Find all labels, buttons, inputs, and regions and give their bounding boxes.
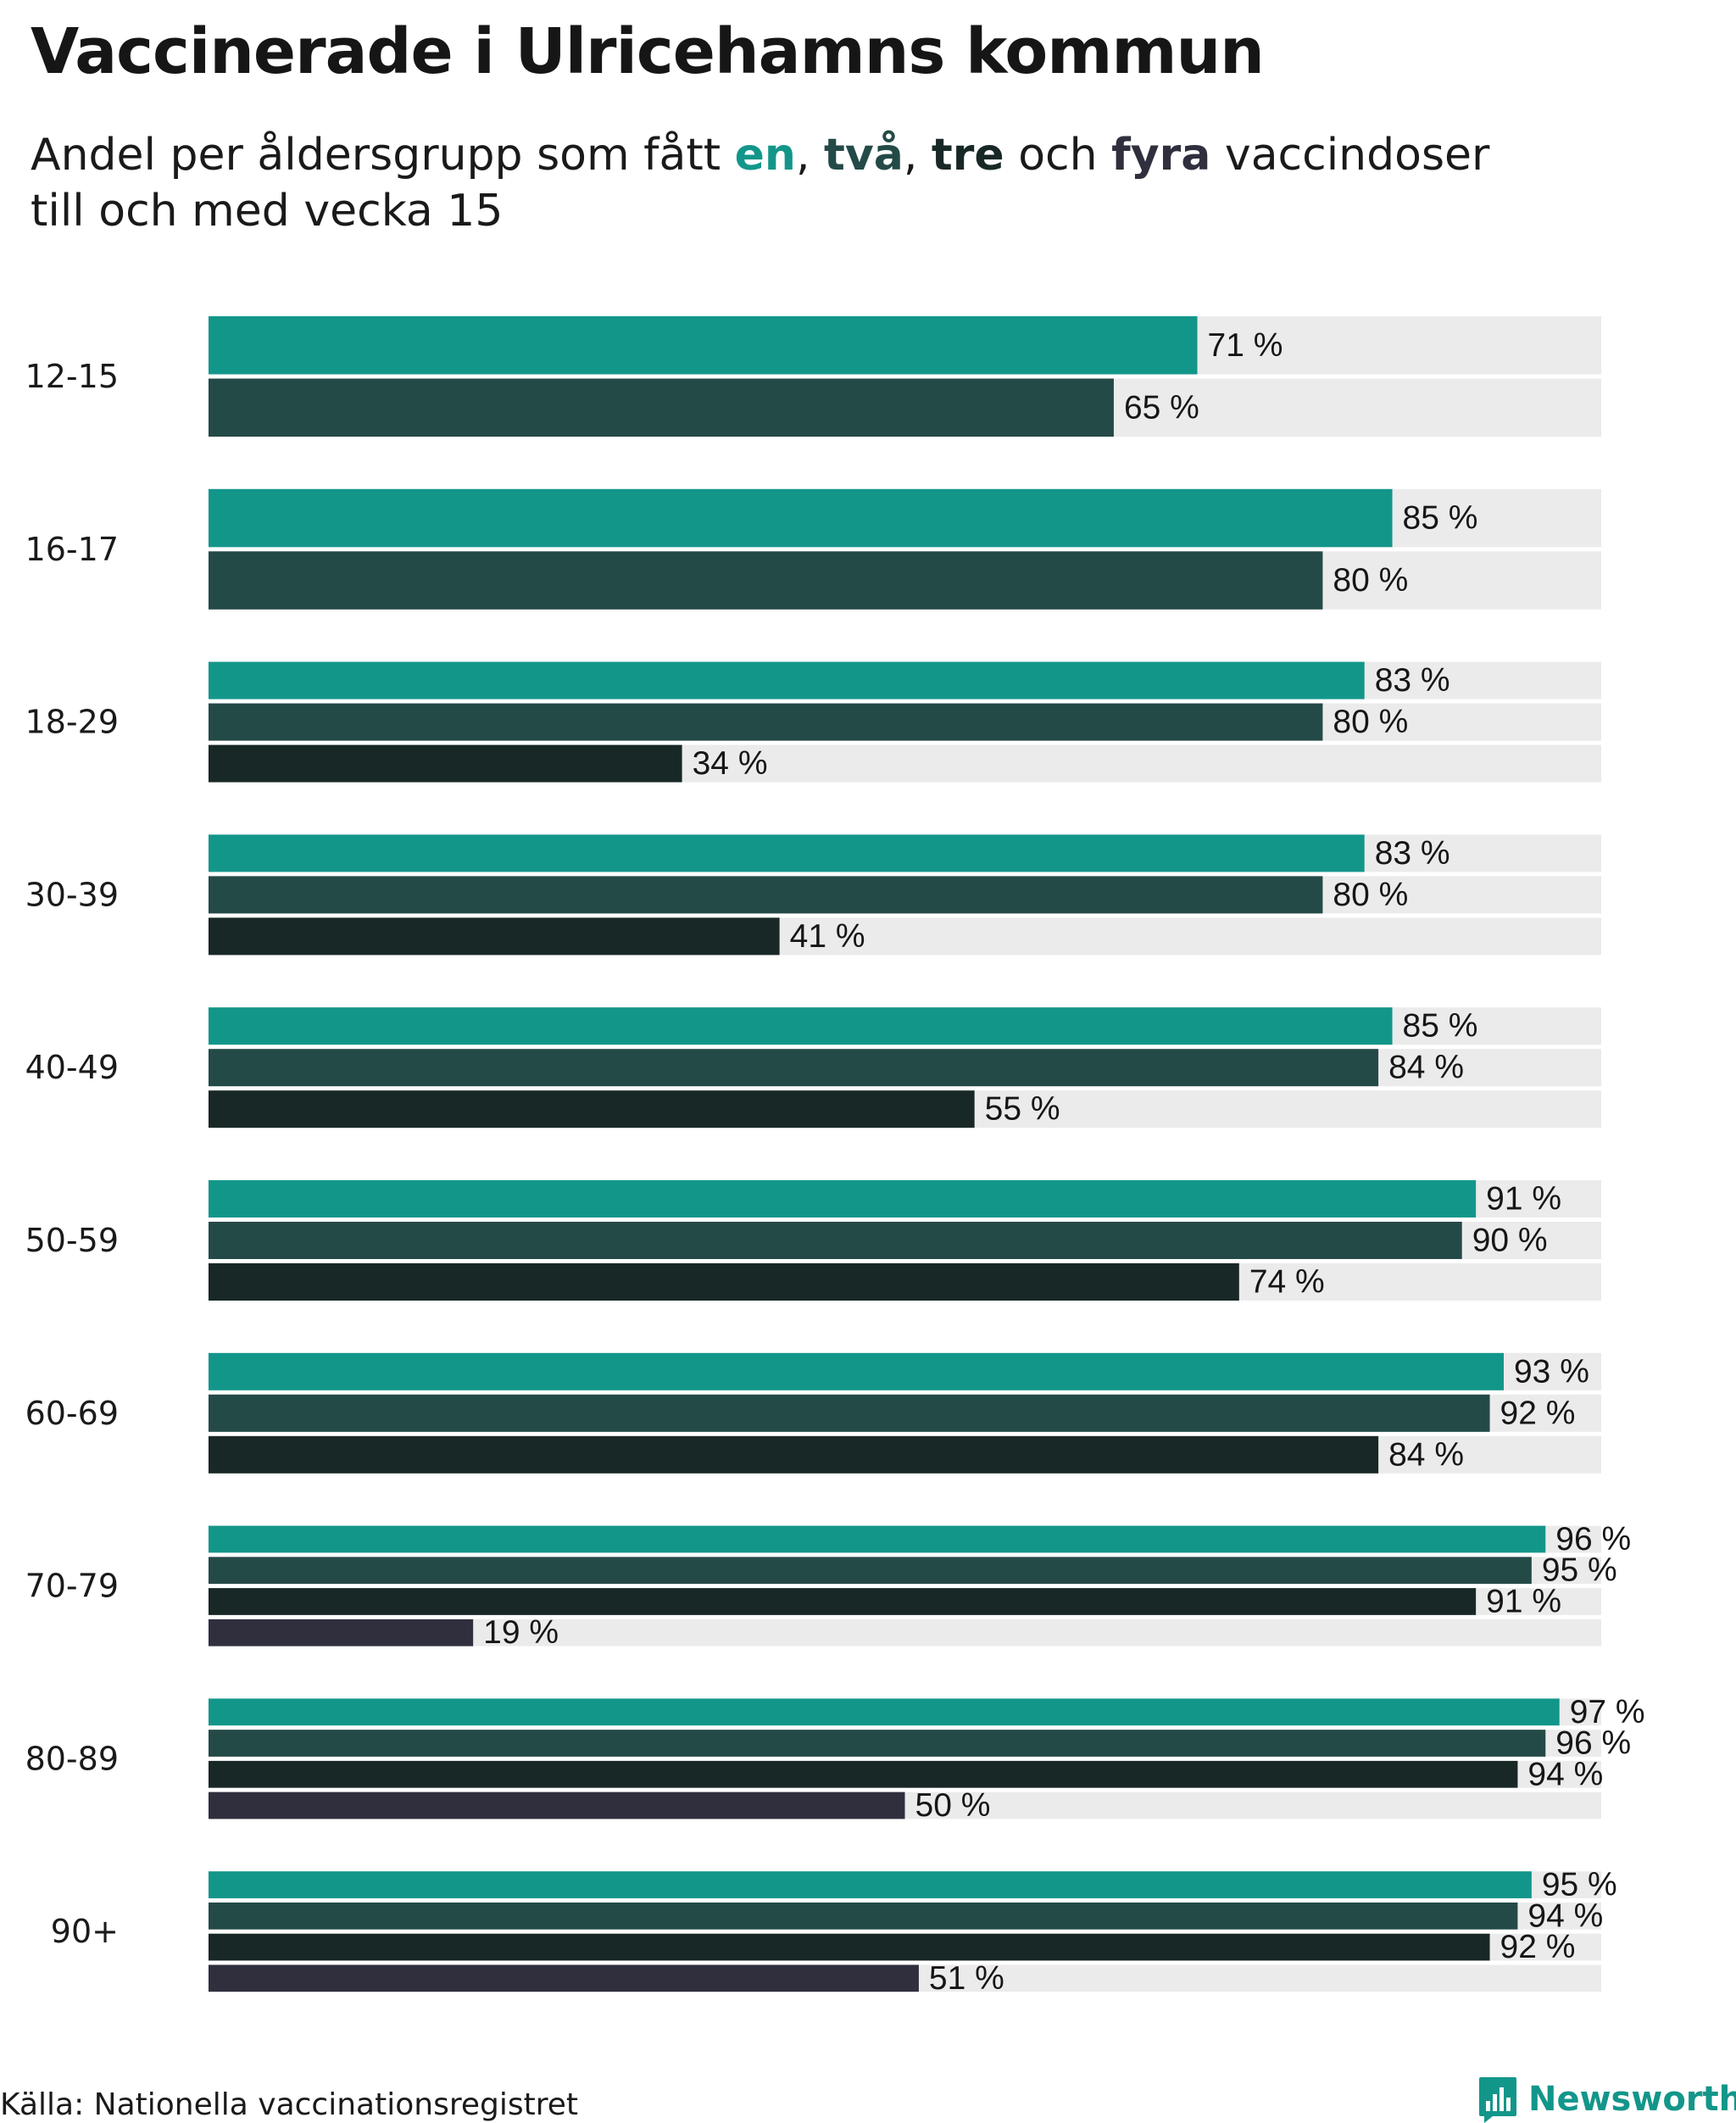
data-label: 55 % xyxy=(985,1091,1060,1128)
bar-fyra-90+ xyxy=(209,1964,919,1992)
data-label: 96 % xyxy=(1555,1521,1631,1557)
bar-två-40-49 xyxy=(209,1049,1379,1087)
data-label: 85 % xyxy=(1403,1008,1478,1045)
age-group-label: 70-79 xyxy=(25,1568,119,1605)
bar-tre-40-49 xyxy=(209,1090,975,1128)
bar-tre-90+ xyxy=(209,1933,1490,1961)
data-label: 94 % xyxy=(1527,1897,1603,1934)
bar-tre-80-89 xyxy=(209,1760,1518,1788)
bar-två-16-17 xyxy=(209,551,1323,610)
bar-två-30-39 xyxy=(209,876,1323,914)
data-label: 83 % xyxy=(1375,835,1450,872)
subtitle-prefix: Andel per åldersgrupp som fått xyxy=(31,130,735,181)
bar-två-18-29 xyxy=(209,703,1323,741)
bar-en-30-39 xyxy=(209,834,1365,872)
data-label: 85 % xyxy=(1403,500,1478,537)
data-label: 71 % xyxy=(1208,327,1283,364)
data-label: 90 % xyxy=(1472,1223,1548,1259)
legend-dose-1: en xyxy=(734,130,796,181)
bar-en-80-89 xyxy=(209,1698,1560,1726)
bar-tre-18-29 xyxy=(209,744,682,783)
data-label: 50 % xyxy=(915,1787,991,1824)
legend-dose-2: två xyxy=(824,130,904,181)
legend-dose-3: tre xyxy=(931,130,1004,181)
data-label: 84 % xyxy=(1388,1436,1464,1473)
age-group-label: 30-39 xyxy=(25,876,119,913)
data-label: 19 % xyxy=(483,1614,559,1651)
data-label: 91 % xyxy=(1486,1583,1561,1619)
data-label: 83 % xyxy=(1375,662,1450,699)
bar-tre-70-79 xyxy=(209,1588,1477,1615)
data-label: 80 % xyxy=(1333,562,1408,599)
age-group-label: 90+ xyxy=(51,1913,119,1950)
chart-subtitle: Andel per åldersgrupp som fått en, två, … xyxy=(31,127,1641,239)
bar-en-12-15 xyxy=(209,316,1198,375)
bar-två-90+ xyxy=(209,1902,1518,1930)
data-label: 95 % xyxy=(1542,1867,1617,1903)
bar-två-12-15 xyxy=(209,378,1114,437)
bar-tre-50-59 xyxy=(209,1263,1239,1301)
age-group-label: 16-17 xyxy=(25,531,119,568)
source-note: Källa: Nationella vaccinationsregistret xyxy=(0,2087,578,2122)
bar-två-60-69 xyxy=(209,1394,1490,1432)
data-label: 34 % xyxy=(693,745,768,782)
bar-fyra-80-89 xyxy=(209,1791,905,1819)
data-label: 91 % xyxy=(1486,1181,1561,1218)
age-group-label: 50-59 xyxy=(25,1222,119,1259)
data-label: 97 % xyxy=(1570,1694,1645,1730)
data-label: 84 % xyxy=(1388,1050,1464,1086)
bar-en-40-49 xyxy=(209,1007,1393,1045)
age-group-label: 60-69 xyxy=(25,1395,119,1432)
bar-en-70-79 xyxy=(209,1525,1546,1553)
age-group-label: 40-49 xyxy=(25,1049,119,1086)
bar-en-60-69 xyxy=(209,1352,1504,1390)
data-label: 80 % xyxy=(1333,877,1408,913)
bar-en-16-17 xyxy=(209,488,1393,548)
bar-en-50-59 xyxy=(209,1180,1477,1218)
data-label: 92 % xyxy=(1500,1929,1576,1965)
age-group-label: 80-89 xyxy=(25,1740,119,1777)
bar-en-90+ xyxy=(209,1871,1532,1898)
age-group-label: 12-15 xyxy=(25,358,119,395)
bar-tre-30-39 xyxy=(209,917,780,956)
brand-logo: Newsworthy xyxy=(1477,2076,1736,2123)
data-label: 80 % xyxy=(1333,704,1408,740)
data-label: 92 % xyxy=(1500,1395,1576,1431)
data-label: 93 % xyxy=(1514,1353,1589,1390)
bar-en-18-29 xyxy=(209,661,1365,699)
age-group-label: 18-29 xyxy=(25,704,119,741)
bar-chart: 71 %65 % 12-15 85 % 80 % 16-17 83 % 80 % 34 % 18… xyxy=(25,316,1645,1997)
legend-dose-4: fyra xyxy=(1111,130,1211,181)
data-label: 74 % xyxy=(1249,1264,1325,1301)
data-label: 94 % xyxy=(1527,1756,1603,1792)
data-label: 41 % xyxy=(790,918,865,955)
newsworthy-logo-icon xyxy=(1479,2077,1516,2123)
bar-två-80-89 xyxy=(209,1730,1546,1757)
chart-title: Vaccinerade i Ulricehamns kommun xyxy=(31,15,1265,88)
data-label: 51 % xyxy=(929,1960,1004,1997)
data-label: 95 % xyxy=(1542,1552,1617,1589)
subtitle-period: till och med vecka 15 xyxy=(31,186,504,237)
subtitle-separator: , xyxy=(903,130,932,181)
bar-två-50-59 xyxy=(209,1222,1462,1259)
data-label: 65 % xyxy=(1124,389,1199,426)
subtitle-separator: , xyxy=(795,130,825,181)
bar-två-70-79 xyxy=(209,1557,1532,1585)
bar-tre-60-69 xyxy=(209,1435,1379,1474)
data-label: 96 % xyxy=(1555,1725,1631,1762)
subtitle-conjunction: och xyxy=(1004,130,1112,181)
brand-name: Newsworthy xyxy=(1528,2080,1736,2119)
subtitle-suffix: vaccindoser xyxy=(1210,130,1490,181)
bar-fyra-70-79 xyxy=(209,1619,474,1647)
